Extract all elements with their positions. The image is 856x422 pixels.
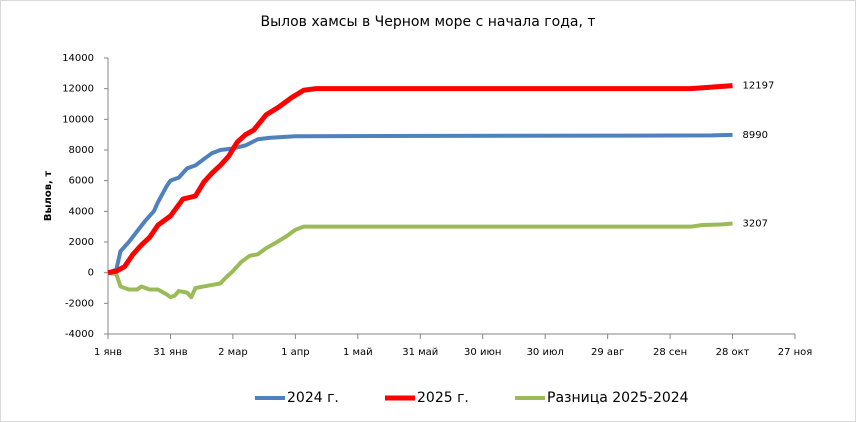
end-value-label: 12197	[743, 81, 775, 92]
end-value-label: 8990	[743, 130, 768, 141]
x-tick-label: 30 июл	[527, 347, 564, 358]
x-tick-label: 31 янв	[153, 347, 187, 358]
end-value-label: 3207	[743, 218, 768, 229]
chart-title: Вылов хамсы в Черном море с начала года,…	[260, 14, 595, 30]
x-tick-label: 28 окт	[716, 347, 750, 358]
legend-label: Разница 2025-2024	[547, 390, 689, 406]
x-tick-label: 1 янв	[94, 347, 122, 358]
legend-label: 2024 г.	[287, 390, 339, 406]
series-line	[107, 83, 733, 276]
y-tick-label: 4000	[69, 206, 94, 217]
x-tick-label: 2 мар	[218, 347, 248, 358]
y-tick-label: 6000	[69, 176, 94, 187]
y-tick-label: 10000	[62, 114, 94, 125]
y-tick-label: -2000	[65, 298, 94, 309]
y-tick-label: -4000	[65, 329, 94, 340]
y-tick-label: 14000	[62, 53, 94, 64]
x-tick-label: 29 авг	[591, 347, 624, 358]
y-tick-label: 0	[88, 268, 94, 279]
series-line	[107, 132, 733, 275]
series-line	[107, 221, 733, 300]
x-tick-label: 1 апр	[281, 347, 310, 358]
y-axis-label: Вылов, т	[43, 171, 54, 221]
x-tick-label: 28 сен	[653, 347, 687, 358]
x-tick-label: 31 май	[402, 347, 438, 358]
y-tick-label: 8000	[69, 145, 94, 156]
y-tick-label: 2000	[69, 237, 94, 248]
x-tick-label: 27 ноя	[778, 347, 813, 358]
legend-label: 2025 г.	[417, 390, 469, 406]
x-tick-label: 30 июн	[464, 347, 501, 358]
x-tick-label: 1 май	[343, 347, 373, 358]
y-tick-label: 12000	[62, 84, 94, 95]
